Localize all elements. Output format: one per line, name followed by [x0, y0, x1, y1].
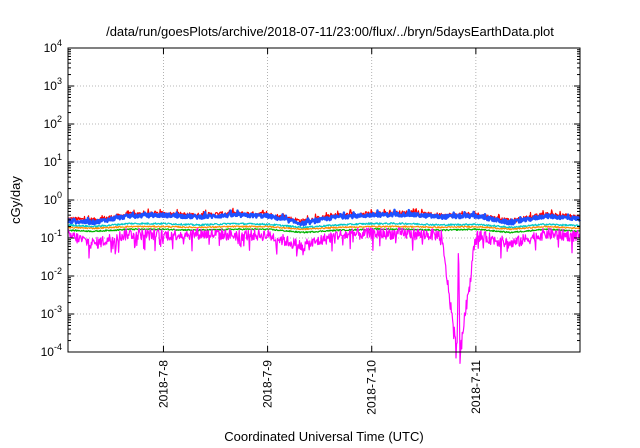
y-tick-label: 10-3	[41, 304, 62, 321]
series-line	[67, 225, 581, 231]
y-tick-label: 100	[44, 190, 62, 207]
x-tick-label: 2018-7-9	[261, 360, 275, 408]
y-tick-label: 103	[44, 76, 62, 93]
x-tick-label: 2018-7-11	[469, 360, 483, 414]
x-tick-label: 2018-7-10	[365, 360, 379, 415]
grid-lines	[68, 48, 580, 352]
y-tick-label: 10-2	[41, 266, 62, 283]
series-line	[68, 222, 581, 229]
series-line	[67, 227, 581, 364]
y-tick-label: 101	[44, 152, 62, 169]
y-tick-label: 104	[44, 38, 62, 55]
series-line	[67, 208, 581, 227]
series-line	[68, 228, 581, 234]
x-axis-ticks: 2018-7-8 2018-7-9 2018-7-10 2018-7-11	[156, 48, 483, 415]
chart-title: /data/run/goesPlots/archive/2018-07-11/2…	[106, 24, 554, 39]
x-axis-title: Coordinated Universal Time (UTC)	[224, 429, 423, 444]
y-axis-title: cGy/day	[8, 176, 23, 224]
x-tick-label: 2018-7-8	[156, 360, 170, 408]
y-tick-label: 102	[44, 114, 62, 131]
y-axis-ticks: 10-4 10-3 10-2 10-1 100 101 102 103 104	[41, 38, 580, 359]
series-lines	[67, 207, 581, 364]
y-tick-label: 10-4	[41, 342, 62, 359]
y-tick-label: 10-1	[41, 228, 62, 245]
